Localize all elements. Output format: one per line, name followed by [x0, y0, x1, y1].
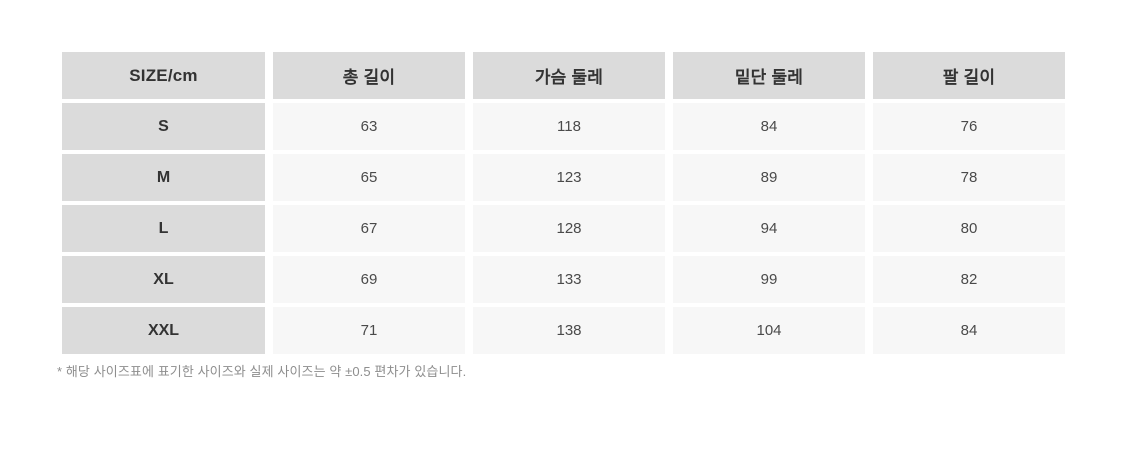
table-row: L 67 128 94 80 [62, 205, 1065, 252]
column-header-arm-length: 팔 길이 [873, 52, 1065, 99]
row-label-xl: XL [62, 256, 265, 303]
size-tolerance-disclaimer: * 해당 사이즈표에 표기한 사이즈와 실제 사이즈는 약 ±0.5 편차가 있… [57, 364, 467, 379]
row-label-l: L [62, 205, 265, 252]
cell-s-hem: 84 [673, 103, 865, 150]
table-row: XXL 71 138 104 84 [62, 307, 1065, 354]
cell-xl-hem: 99 [673, 256, 865, 303]
cell-s-total-length: 63 [273, 103, 465, 150]
cell-xl-chest: 133 [473, 256, 665, 303]
table-header-row: SIZE/cm 총 길이 가슴 둘레 밑단 둘레 팔 길이 [62, 52, 1065, 99]
cell-xxl-arm-length: 84 [873, 307, 1065, 354]
cell-l-total-length: 67 [273, 205, 465, 252]
size-table: SIZE/cm 총 길이 가슴 둘레 밑단 둘레 팔 길이 S 63 118 8… [54, 48, 1073, 358]
column-header-hem: 밑단 둘레 [673, 52, 865, 99]
cell-l-hem: 94 [673, 205, 865, 252]
table-row: XL 69 133 99 82 [62, 256, 1065, 303]
cell-m-chest: 123 [473, 154, 665, 201]
column-header-size-cm: SIZE/cm [62, 52, 265, 99]
cell-xxl-chest: 138 [473, 307, 665, 354]
cell-m-total-length: 65 [273, 154, 465, 201]
row-label-m: M [62, 154, 265, 201]
cell-s-arm-length: 76 [873, 103, 1065, 150]
column-header-chest: 가슴 둘레 [473, 52, 665, 99]
row-label-xxl: XXL [62, 307, 265, 354]
cell-xl-total-length: 69 [273, 256, 465, 303]
cell-m-hem: 89 [673, 154, 865, 201]
cell-xl-arm-length: 82 [873, 256, 1065, 303]
row-label-s: S [62, 103, 265, 150]
table-row: S 63 118 84 76 [62, 103, 1065, 150]
column-header-total-length: 총 길이 [273, 52, 465, 99]
cell-xxl-hem: 104 [673, 307, 865, 354]
cell-l-chest: 128 [473, 205, 665, 252]
cell-m-arm-length: 78 [873, 154, 1065, 201]
cell-s-chest: 118 [473, 103, 665, 150]
cell-l-arm-length: 80 [873, 205, 1065, 252]
table-row: M 65 123 89 78 [62, 154, 1065, 201]
cell-xxl-total-length: 71 [273, 307, 465, 354]
